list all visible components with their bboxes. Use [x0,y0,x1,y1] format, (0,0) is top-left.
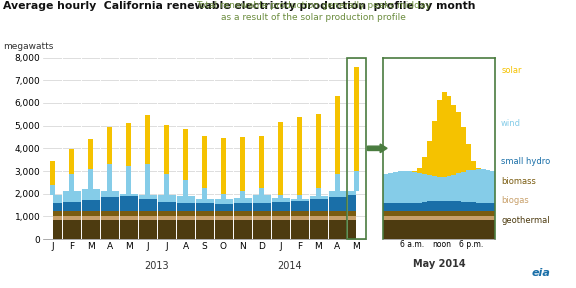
Bar [50,161,55,185]
Text: Average hourly  California renewable electricity production  profile by month: Average hourly California renewable elec… [3,1,475,12]
Text: biogas: biogas [501,196,529,205]
Bar [316,188,321,196]
Bar [202,136,207,188]
Text: 2014: 2014 [278,261,302,271]
Bar [69,149,74,175]
Bar [183,180,188,196]
Text: 2013: 2013 [145,261,169,271]
Text: megawatts: megawatts [3,42,53,51]
Bar [347,58,366,239]
Bar [69,175,74,192]
Bar [183,129,188,180]
Bar [354,67,359,171]
Bar [107,164,112,192]
Bar [145,164,150,195]
Bar [221,194,226,199]
Bar [297,117,302,195]
Bar [278,122,283,195]
Text: solar: solar [501,66,522,75]
Bar [88,169,93,189]
Text: geothermal: geothermal [501,216,550,225]
Bar [164,175,169,195]
Bar [316,114,321,188]
Bar [240,137,245,192]
Bar [259,136,264,188]
Text: Total renewable production generally peaks midday
as a result of the solar produ: Total renewable production generally pea… [196,1,431,22]
Bar [335,96,340,175]
Bar [354,171,359,192]
Text: small hydro: small hydro [501,157,551,166]
Text: wind: wind [501,119,521,128]
Text: eia: eia [531,268,550,278]
Bar [145,115,150,164]
Bar [335,175,340,192]
Bar [164,124,169,175]
Bar [278,195,283,198]
Text: biomass: biomass [501,177,536,186]
Bar [240,192,245,198]
Bar [126,166,131,194]
Bar [88,139,93,169]
Bar [221,138,226,194]
Text: May 2014: May 2014 [412,259,465,269]
Bar [202,188,207,199]
Bar [297,195,302,199]
Bar [107,127,112,164]
Bar [259,188,264,195]
Bar [126,123,131,166]
Bar [50,185,55,195]
